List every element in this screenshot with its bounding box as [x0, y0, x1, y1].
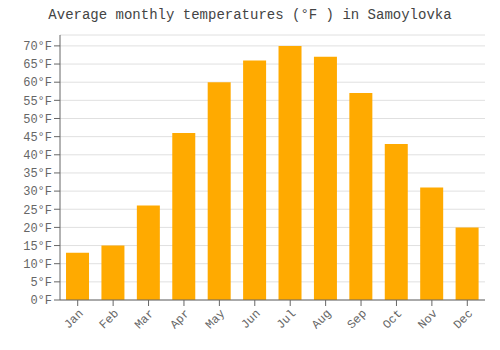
svg-text:Feb: Feb — [97, 307, 122, 332]
svg-text:Mar: Mar — [132, 307, 157, 332]
svg-text:55°F: 55°F — [23, 95, 52, 109]
svg-text:Sep: Sep — [345, 307, 370, 332]
html-text:Average monthly temperatures (: Average monthly temperatures (°F ) in Sa… — [48, 7, 452, 23]
svg-text:5°F: 5°F — [30, 276, 52, 290]
svg-text:10°F: 10°F — [23, 258, 52, 272]
svg-text:35°F: 35°F — [23, 167, 52, 181]
svg-text:60°F: 60°F — [23, 76, 52, 90]
svg-text:25°F: 25°F — [23, 204, 52, 218]
svg-text:70°F: 70°F — [23, 40, 52, 54]
svg-text:50°F: 50°F — [23, 113, 52, 127]
svg-text:Dec: Dec — [451, 307, 476, 332]
svg-text:Oct: Oct — [380, 307, 405, 332]
svg-text:20°F: 20°F — [23, 222, 52, 236]
svg-text:45°F: 45°F — [23, 131, 52, 145]
svg-text:Jul: Jul — [274, 307, 299, 332]
svg-text:40°F: 40°F — [23, 149, 52, 163]
svg-text:Apr: Apr — [168, 307, 193, 332]
svg-text:Jan: Jan — [61, 307, 86, 332]
svg-text:15°F: 15°F — [23, 240, 52, 254]
svg-text:May: May — [203, 307, 228, 332]
svg-text:30°F: 30°F — [23, 185, 52, 199]
svg-text:Jun: Jun — [238, 307, 263, 332]
svg-text:Nov: Nov — [416, 307, 441, 332]
svg-text:0°F: 0°F — [30, 294, 52, 308]
svg-text:65°F: 65°F — [23, 58, 52, 72]
svg-text:Aug: Aug — [309, 307, 334, 332]
